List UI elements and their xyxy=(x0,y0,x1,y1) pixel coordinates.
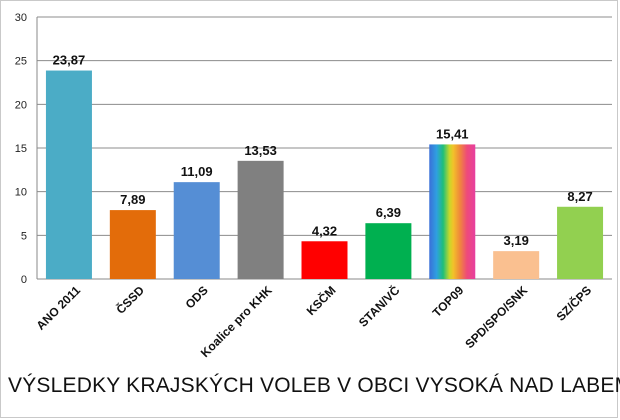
category-label: SPD/SPO/SNK xyxy=(462,283,530,351)
data-label: 13,53 xyxy=(244,143,277,158)
y-tick-label: 30 xyxy=(15,12,27,24)
data-label: 3,19 xyxy=(504,233,529,248)
bar xyxy=(301,241,348,279)
bar xyxy=(45,70,92,279)
y-tick-label: 10 xyxy=(15,187,27,199)
bar xyxy=(109,210,156,279)
labels: 0 5 10 15 20 25 30 23,87 ANO 2011 7,89 ČSSD 11,09 OD… xyxy=(15,12,594,360)
bar xyxy=(173,182,220,279)
category-label: STAN/VČ xyxy=(355,282,402,329)
category-label: KSČM xyxy=(303,283,339,319)
data-label: 8,27 xyxy=(567,189,592,204)
y-tick-label: 0 xyxy=(21,274,27,286)
bars xyxy=(45,70,604,279)
bar xyxy=(557,206,604,279)
data-label: 7,89 xyxy=(120,192,145,207)
category-label: ČSSD xyxy=(113,282,147,316)
bar xyxy=(237,160,284,279)
category-label: Koalice pro KHK xyxy=(198,283,275,360)
chart-title: VÝSLEDKY KRAJSKÝCH VOLEB V OBCI VYSOKÁ N… xyxy=(8,374,620,397)
y-tick-label: 5 xyxy=(21,230,27,242)
data-label: 23,87 xyxy=(53,53,86,68)
data-label: 11,09 xyxy=(181,164,213,179)
bar xyxy=(429,144,476,279)
category-label: SZ/ČPS xyxy=(553,283,594,324)
bar xyxy=(365,223,412,279)
data-label: 6,39 xyxy=(376,205,401,220)
y-tick-label: 20 xyxy=(15,99,27,111)
bar xyxy=(493,251,540,279)
category-label: ANO 2011 xyxy=(34,283,84,333)
data-label: 15,41 xyxy=(436,126,469,141)
data-label: 4,32 xyxy=(312,223,337,238)
y-tick-label: 15 xyxy=(15,143,27,155)
y-tick-label: 25 xyxy=(15,56,27,68)
category-label: ODS xyxy=(183,283,211,311)
category-label: TOP09 xyxy=(430,283,467,320)
